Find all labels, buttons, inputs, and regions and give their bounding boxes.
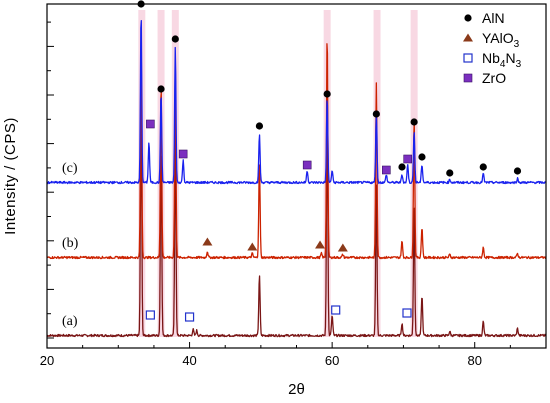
legend-marker-Nb4N3: [463, 53, 473, 63]
trace-labels: (a) (b) (c): [62, 161, 79, 329]
marker-Nb4N3-a-2: [331, 305, 341, 315]
marker-AlN-c-8: [418, 153, 426, 161]
marker-ZrO-c-15: [382, 165, 391, 175]
marker-AlN-c-2: [171, 35, 179, 43]
marker-ZrO-c-16: [403, 154, 413, 164]
xrd-traces: [46, 20, 547, 338]
y-axis-title: Intensity / (CPS): [2, 117, 19, 235]
marker-YAlO3-b-0: [202, 237, 213, 246]
marker-AlN-c-5: [372, 110, 380, 118]
trace-a: [46, 116, 547, 338]
x-axis-title: 2θ: [288, 381, 305, 398]
marker-AlN-c-4: [323, 90, 331, 98]
marker-AlN-c-11: [513, 167, 522, 175]
marker-YAlO3-b-3: [337, 243, 348, 252]
axis-ticks: 20 40 60 80: [40, 21, 547, 368]
marker-ZrO-c-12: [146, 119, 155, 129]
marker-AlN-c-1: [157, 85, 165, 93]
x-tick-label-20: 20: [40, 353, 54, 368]
marker-Nb4N3-a-1: [184, 312, 195, 322]
trace-c: [46, 20, 547, 185]
legend-marker-ZrO: [463, 73, 473, 83]
highlight-band-5: [410, 10, 418, 337]
marker-AlN-c-7: [410, 118, 418, 126]
marker-AlN-c-10: [479, 163, 487, 171]
x-tick-label-40: 40: [182, 353, 196, 368]
legend-marker-YAlO3: [463, 33, 473, 42]
marker-ZrO-c-13: [178, 149, 188, 159]
marker-AlN-c-3: [255, 122, 264, 130]
legend-label-ZrO: ZrO: [482, 70, 506, 86]
trace-label-c: (c): [62, 161, 78, 176]
legend-label-YAlO3: YAlO3: [482, 30, 520, 50]
legend-label-Nb4N3: Nb4N3: [482, 50, 522, 70]
trace-label-a: (a): [62, 314, 78, 329]
marker-ZrO-c-14: [302, 160, 312, 170]
marker-Nb4N3-a-3: [402, 308, 412, 318]
marker-AlN-c-9: [446, 169, 454, 177]
marker-AlN-c-6: [398, 163, 406, 171]
legend-label-AlN: AlN: [482, 10, 505, 26]
legend-marker-AlN: [464, 14, 472, 22]
marker-YAlO3-b-2: [315, 240, 326, 249]
x-tick-label-60: 60: [325, 353, 339, 368]
marker-YAlO3-b-1: [247, 242, 258, 251]
marker-Nb4N3-a-0: [145, 310, 155, 320]
trace-b: [46, 43, 547, 260]
x-tick-label-80: 80: [467, 353, 481, 368]
trace-label-b: (b): [62, 236, 79, 251]
